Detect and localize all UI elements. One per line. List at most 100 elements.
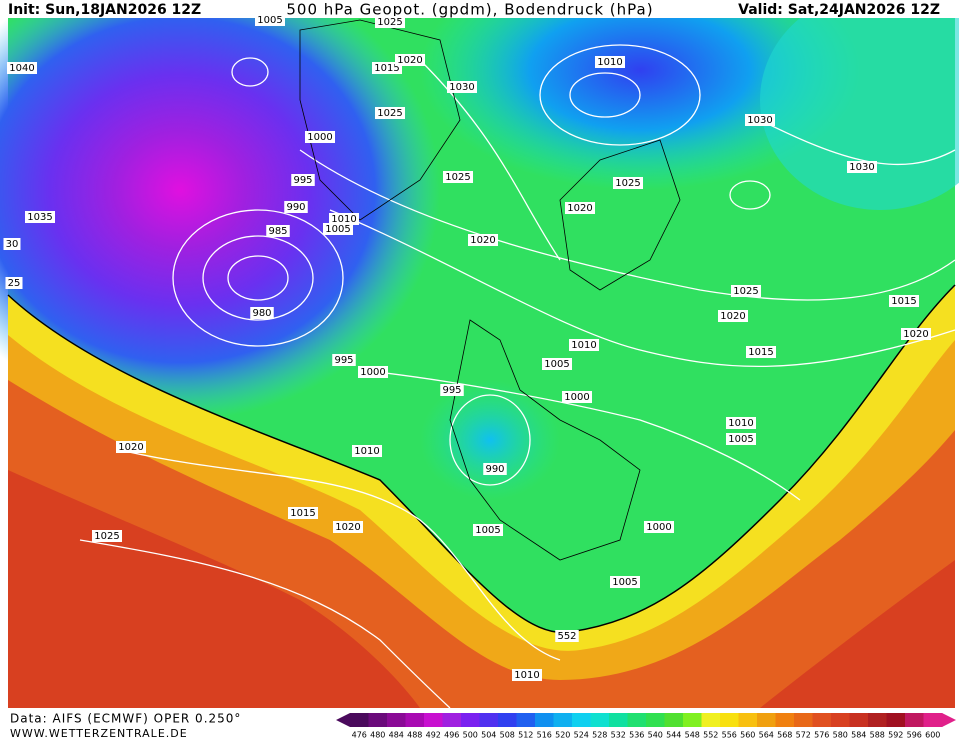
colorbar-swatch	[738, 713, 758, 727]
isobar-label-bg	[569, 339, 599, 351]
colorbar-swatch	[757, 713, 776, 727]
colorbar-swatch	[424, 713, 443, 727]
isobar-label-bg	[5, 277, 23, 289]
isobar-label-bg	[565, 202, 595, 214]
colorbar-swatch	[368, 713, 388, 727]
colorbar-label: 560	[740, 731, 755, 740]
colorbar-label: 508	[500, 731, 515, 740]
isobar-label-bg	[305, 131, 335, 143]
colorbar-arrow-right	[942, 713, 956, 727]
isobar-label-bg	[7, 62, 37, 74]
colorbar-swatch	[849, 713, 869, 727]
colorbar-label: 564	[759, 731, 774, 740]
colorbar-label: 552	[703, 731, 718, 740]
colorbar-label: 512	[518, 731, 533, 740]
colorbar-label: 588	[870, 731, 885, 740]
isobar-label-bg	[25, 211, 55, 223]
colorbar-swatch	[609, 713, 628, 727]
isobar-label-bg	[395, 54, 425, 66]
isobar-label: 1020	[118, 442, 143, 453]
colorbar-label: 596	[907, 731, 922, 740]
isobar-label: 1000	[564, 392, 589, 403]
isobar-label-bg	[92, 530, 122, 542]
website: WWW.WETTERZENTRALE.DE	[10, 727, 188, 740]
isobar-label-bg	[440, 384, 464, 396]
colorbar-swatch	[905, 713, 924, 727]
colorbar-swatch	[831, 713, 850, 727]
colorbar-swatch	[812, 713, 832, 727]
isobar-label-bg	[333, 521, 363, 533]
colorbar-label: 504	[481, 731, 496, 740]
colorbar-label: 576	[814, 731, 829, 740]
isobar-label: 1020	[335, 522, 360, 533]
isobar-label: 1000	[307, 132, 332, 143]
isobar-label-bg	[613, 177, 643, 189]
colorbar-label: 532	[611, 731, 626, 740]
colorbar-swatch	[498, 713, 517, 727]
colorbar-label: 536	[629, 731, 644, 740]
isobar-label-bg	[542, 358, 572, 370]
isobar-label-bg	[512, 669, 542, 681]
isobar-label-bg	[375, 16, 405, 28]
init-time: Init: Sun,18JAN2026 12Z	[8, 2, 201, 18]
isobar-label: 1030	[449, 82, 474, 93]
isobar-label-bg	[468, 234, 498, 246]
isobar-label: 1020	[470, 235, 495, 246]
colorbar-label: 484	[389, 731, 404, 740]
isobar-label-bg	[562, 391, 592, 403]
isobar-label: 995	[334, 355, 353, 366]
map	[0, 0, 959, 709]
colorbar-label: 476	[352, 731, 367, 740]
isobar-label: 1015	[748, 347, 773, 358]
isobar-label: 985	[268, 226, 287, 237]
colorbar-arrow-left	[336, 713, 350, 727]
isobar-label-bg	[443, 171, 473, 183]
colorbar-label: 480	[370, 731, 385, 740]
isobar-label: 1020	[720, 311, 745, 322]
isobar-label: 980	[252, 308, 271, 319]
colorbar-swatch	[461, 713, 480, 727]
isobar-label-bg	[3, 238, 21, 250]
isobar-label: 1010	[514, 670, 539, 681]
isobar-label: 1025	[733, 286, 758, 297]
colorbar-label: 592	[888, 731, 903, 740]
isobar-label: 1010	[571, 340, 596, 351]
colorbar-label: 496	[444, 731, 459, 740]
isobar-label: 1005	[728, 434, 753, 445]
colorbar-label: 516	[537, 731, 552, 740]
isobar-label-bg	[291, 174, 315, 186]
isobar-label-bg	[718, 310, 748, 322]
isobar-label: 1005	[257, 15, 282, 26]
colorbar-swatch	[516, 713, 536, 727]
colorbar-label: 548	[685, 731, 700, 740]
isobar-label: 30	[6, 239, 19, 250]
isobar-label: 1025	[94, 531, 119, 542]
isobar-label-bg	[288, 507, 318, 519]
isobar-label: 1025	[615, 178, 640, 189]
isobar-label: 1010	[354, 446, 379, 457]
isobar-label: 990	[286, 202, 305, 213]
colorbar-swatch	[627, 713, 647, 727]
colorbar: 476 480 484 488 492 496 500 504 508 512 516 520 524 5…	[336, 713, 956, 740]
isobar-label-bg	[731, 285, 761, 297]
isobar-label-bg	[358, 366, 388, 378]
isobar-label: 1015	[374, 63, 399, 74]
colorbar-swatch	[479, 713, 499, 727]
isobar-label-bg	[726, 433, 756, 445]
colorbar-label: 524	[574, 731, 589, 740]
colorbar-label: 572	[796, 731, 811, 740]
isobar-label: 1040	[9, 63, 34, 74]
isobar-label: 1035	[27, 212, 52, 223]
colorbar-swatch	[646, 713, 665, 727]
isobar-label-bg	[595, 56, 625, 68]
map-title: 500 hPa Geopot. (gpdm), Bodendruck (hPa)	[286, 1, 653, 19]
isobar-label: 1010	[331, 214, 356, 225]
isobar-label: 25	[8, 278, 21, 289]
colorbar-swatch	[572, 713, 591, 727]
isobar-label: 1025	[377, 108, 402, 119]
isobar-label: 552	[557, 631, 576, 642]
colorbar-label: 584	[851, 731, 866, 740]
colorbar-label: 544	[666, 731, 681, 740]
colorbar-swatch	[720, 713, 739, 727]
